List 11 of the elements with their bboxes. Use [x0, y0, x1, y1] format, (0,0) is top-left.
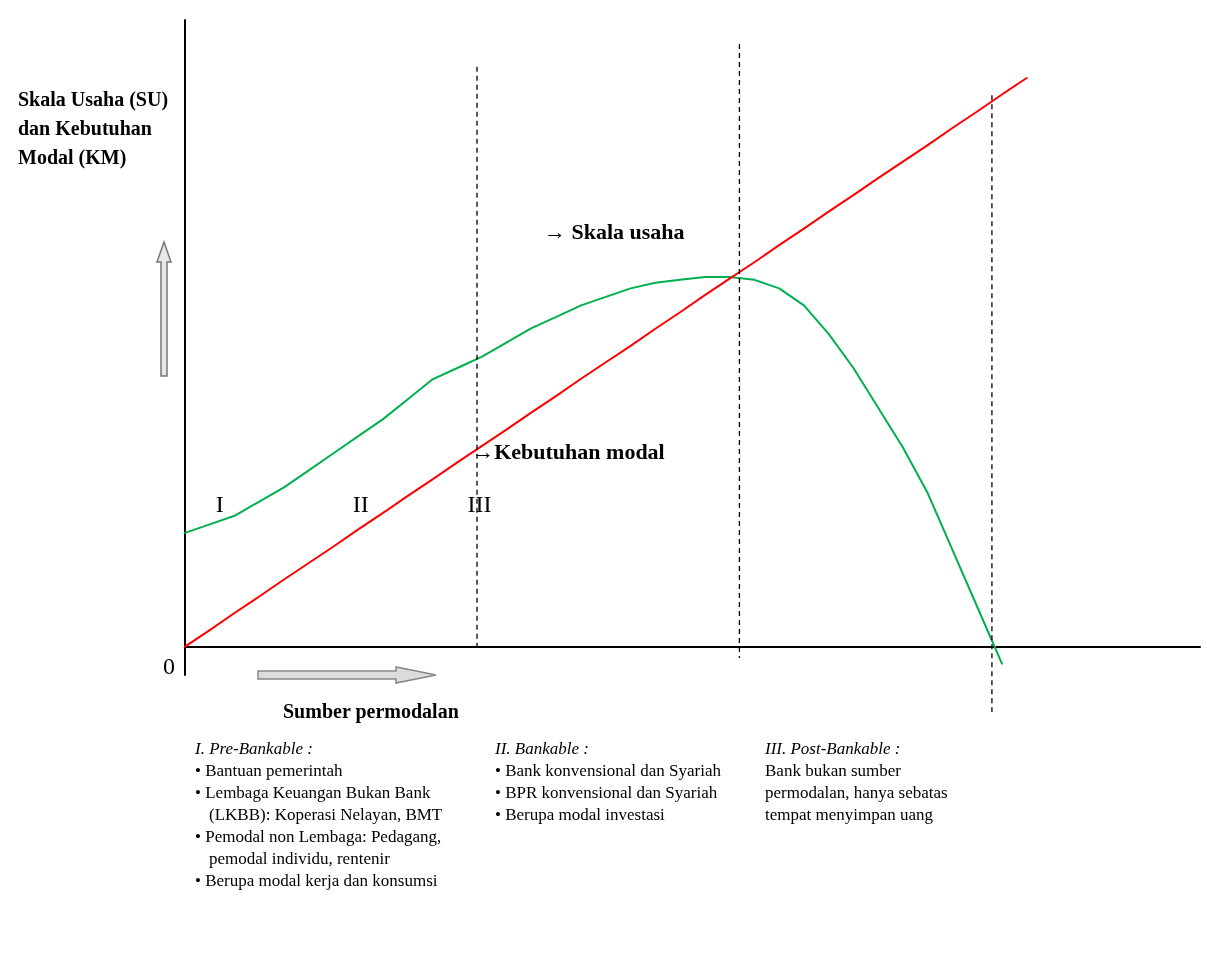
text: III. Post-Bankable : Bank bukan sumber permodalan, hanya sebatas tempat menyimpan uang: [765, 738, 949, 826]
annotation: III: [467, 491, 492, 518]
series-label: → Skala usaha: [543, 219, 685, 245]
y-axis-title: Skala Usaha (SU) dan Kebutuhan Modal (KM): [18, 87, 170, 171]
x-axis-title: Sumber permodalan: [283, 700, 459, 723]
series-label: →Kebutuhan modal: [472, 439, 665, 465]
annotation: 0: [163, 653, 176, 680]
annotation: I: [215, 491, 224, 518]
text: II. Bankable : • Bank konvensional dan Syariah • BPR konvensional dan Syariah • Berupa modal investasi: [495, 738, 722, 826]
annotation: II: [352, 491, 369, 518]
text: I. Pre-Bankable : • Bantuan pemerintah • Lembaga Keuangan Bukan Bank (LKBB): Koperasi Nelayan, BMT • Pemodal non Lembaga: Pedagang, pemodal individu, rentenir • Berupa modal kerja dan konsumsi: [195, 738, 444, 892]
